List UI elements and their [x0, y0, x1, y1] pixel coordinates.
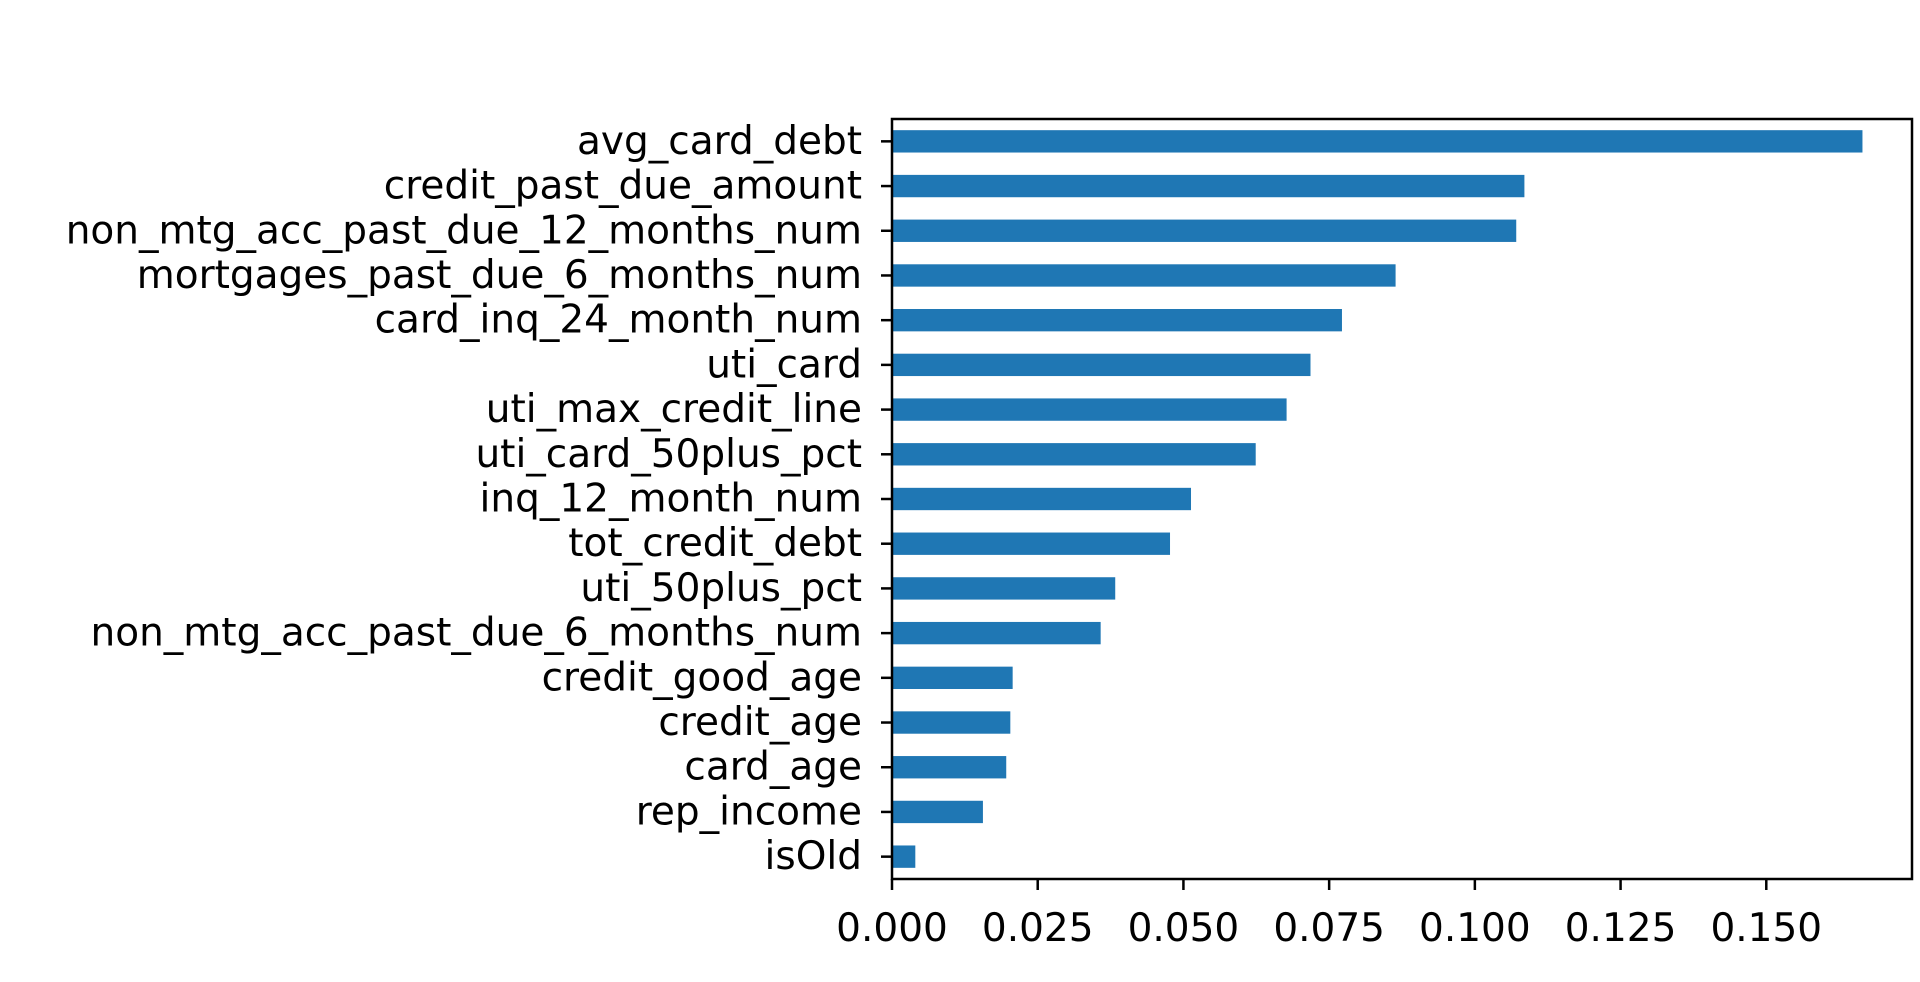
x-tick-label: 0.150 — [1710, 906, 1822, 951]
y-tick-label: credit_good_age — [542, 655, 862, 700]
x-tick-labels: 0.000 0.025 0.050 0.075 0.100 0.125 0.150 — [836, 906, 1822, 951]
x-tick-label: 0.050 — [1128, 906, 1240, 951]
x-tick-label: 0.075 — [1273, 906, 1385, 951]
y-tick-label: card_age — [684, 745, 862, 790]
bar-uti_50plus_pct — [892, 577, 1116, 600]
bar-inq_12_month_num — [892, 487, 1192, 511]
bar-card_inq_24_month_num — [892, 309, 1342, 332]
y-tick-label: avg_card_debt — [577, 119, 862, 164]
x-tick-label: 0.025 — [982, 906, 1094, 951]
bar-uti_max_credit_line — [892, 398, 1287, 421]
bar-uti_card — [892, 353, 1311, 377]
y-tick-label: non_mtg_acc_past_due_6_months_num — [91, 611, 863, 656]
y-tick-label: uti_card_50plus_pct — [475, 432, 862, 477]
y-tick-label: card_inq_24_month_num — [375, 298, 862, 343]
y-tick-label: non_mtg_acc_past_due_12_months_num — [66, 208, 862, 253]
bar-credit_good_age — [892, 666, 1013, 689]
y-tick-label: tot_credit_debt — [568, 521, 862, 566]
bar-rep_income — [892, 800, 983, 824]
x-tick-label: 0.100 — [1419, 906, 1531, 951]
y-tick-labels: avg_card_debtcredit_past_due_amountnon_m… — [66, 119, 862, 879]
bars-group — [892, 130, 1863, 868]
axes-frame — [890, 117, 1914, 881]
bar-card_age — [892, 756, 1007, 779]
y-tick-label: uti_50plus_pct — [580, 566, 862, 611]
y-tick-label: isOld — [765, 834, 862, 879]
y-tick-label: mortgages_past_due_6_months_num — [137, 253, 862, 298]
y-tick-label: credit_past_due_amount — [384, 164, 862, 209]
y-tick-label: rep_income — [636, 789, 862, 834]
x-tick-label: 0.125 — [1565, 906, 1677, 951]
bar-uti_card_50plus_pct — [892, 443, 1256, 466]
bar-credit_age — [892, 711, 1011, 734]
y-tick-label: inq_12_month_num — [480, 477, 862, 522]
bar-non_mtg_acc_past_due_6_months_num — [892, 621, 1101, 645]
bar-isOld — [892, 845, 916, 868]
y-tick-label: credit_age — [658, 700, 862, 745]
x-tick-marks — [890, 879, 1768, 890]
x-tick-label: 0.000 — [836, 906, 948, 951]
y-tick-label: uti_card — [706, 342, 862, 387]
bar-credit_past_due_amount — [892, 174, 1525, 198]
y-tick-marks — [881, 140, 892, 858]
bar-tot_credit_debt — [892, 532, 1171, 555]
bar-mortgages_past_due_6_months_num — [892, 264, 1396, 287]
y-tick-label: uti_max_credit_line — [486, 387, 862, 432]
bar-avg_card_debt — [892, 130, 1863, 153]
bar-non_mtg_acc_past_due_12_months_num — [892, 219, 1517, 242]
